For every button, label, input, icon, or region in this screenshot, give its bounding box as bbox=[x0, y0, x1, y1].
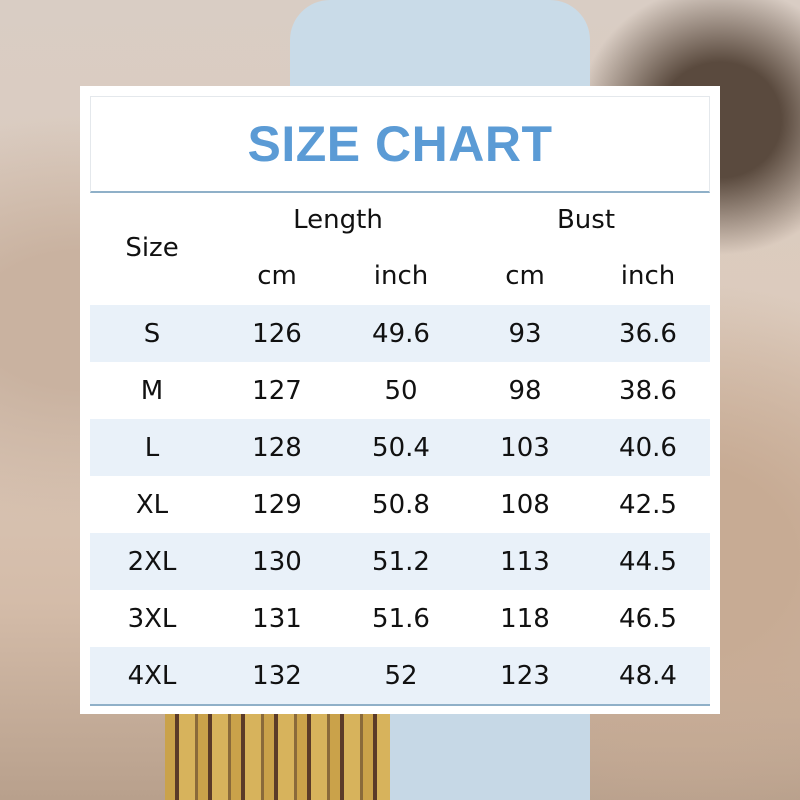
cell-length-cm: 127 bbox=[252, 375, 302, 406]
table-bottom-rule bbox=[90, 704, 710, 706]
background-photo-dress bbox=[390, 714, 590, 800]
cell-length-cm: 130 bbox=[252, 546, 302, 577]
cell-length-cm: 128 bbox=[252, 432, 302, 463]
cell-bust-cm: 98 bbox=[508, 375, 542, 406]
cell-length-in: 51.6 bbox=[372, 603, 430, 634]
cell-bust-cm: 118 bbox=[500, 603, 550, 634]
header-bust-cm: cm bbox=[505, 261, 545, 291]
cell-length-in: 50.8 bbox=[372, 489, 430, 520]
cell-bust-in: 38.6 bbox=[619, 375, 677, 406]
cell-length-cm: 126 bbox=[252, 318, 302, 349]
size-chart-title: SIZE CHART bbox=[247, 116, 553, 172]
cell-size: 2XL bbox=[127, 546, 177, 577]
table-row: XL 129 50.8 108 42.5 bbox=[90, 476, 710, 533]
cell-bust-cm: 103 bbox=[500, 432, 550, 463]
table-row: 2XL 130 51.2 113 44.5 bbox=[90, 533, 710, 590]
cell-bust-cm: 108 bbox=[500, 489, 550, 520]
table-header: Size Length Bust cm inch cm inch bbox=[90, 192, 710, 305]
cell-length-in: 49.6 bbox=[372, 318, 430, 349]
cell-size: L bbox=[144, 432, 160, 463]
cell-bust-cm: 113 bbox=[500, 546, 550, 577]
cell-length-in: 51.2 bbox=[372, 546, 430, 577]
cell-length-in: 50.4 bbox=[372, 432, 430, 463]
table-row: 3XL 131 51.6 118 46.5 bbox=[90, 590, 710, 647]
cell-length-in: 52 bbox=[384, 660, 418, 691]
header-bust: Bust bbox=[556, 205, 616, 235]
size-chart-panel: SIZE CHART Size Length Bust cm inch cm i… bbox=[80, 86, 720, 714]
cell-bust-in: 46.5 bbox=[619, 603, 677, 634]
header-length: Length bbox=[293, 205, 383, 235]
cell-length-cm: 129 bbox=[252, 489, 302, 520]
cell-length-cm: 131 bbox=[252, 603, 302, 634]
table-row: L 128 50.4 103 40.6 bbox=[90, 419, 710, 476]
cell-bust-in: 42.5 bbox=[619, 489, 677, 520]
table-row: 4XL 132 52 123 48.4 bbox=[90, 647, 710, 704]
cell-bust-cm: 93 bbox=[508, 318, 542, 349]
cell-size: XL bbox=[135, 489, 169, 520]
table-row: M 127 50 98 38.6 bbox=[90, 362, 710, 419]
cell-bust-cm: 123 bbox=[500, 660, 550, 691]
background-photo-bag bbox=[165, 714, 390, 800]
cell-size: S bbox=[143, 318, 161, 349]
header-bust-inch: inch bbox=[620, 261, 676, 291]
header-size: Size bbox=[125, 233, 179, 263]
cell-bust-in: 44.5 bbox=[619, 546, 677, 577]
cell-length-cm: 132 bbox=[252, 660, 302, 691]
table-row: S 126 49.6 93 36.6 bbox=[90, 305, 710, 362]
cell-bust-in: 48.4 bbox=[619, 660, 677, 691]
cell-bust-in: 40.6 bbox=[619, 432, 677, 463]
title-box: SIZE CHART bbox=[90, 96, 710, 193]
cell-bust-in: 36.6 bbox=[619, 318, 677, 349]
cell-size: M bbox=[140, 375, 164, 406]
cell-length-in: 50 bbox=[384, 375, 418, 406]
size-table: Size Length Bust cm inch cm inch S 126 49.… bbox=[90, 192, 710, 706]
header-length-cm: cm bbox=[257, 261, 297, 291]
background-photo-shirt bbox=[290, 0, 590, 95]
cell-size: 3XL bbox=[127, 603, 177, 634]
cell-size: 4XL bbox=[127, 660, 177, 691]
header-length-inch: inch bbox=[373, 261, 429, 291]
